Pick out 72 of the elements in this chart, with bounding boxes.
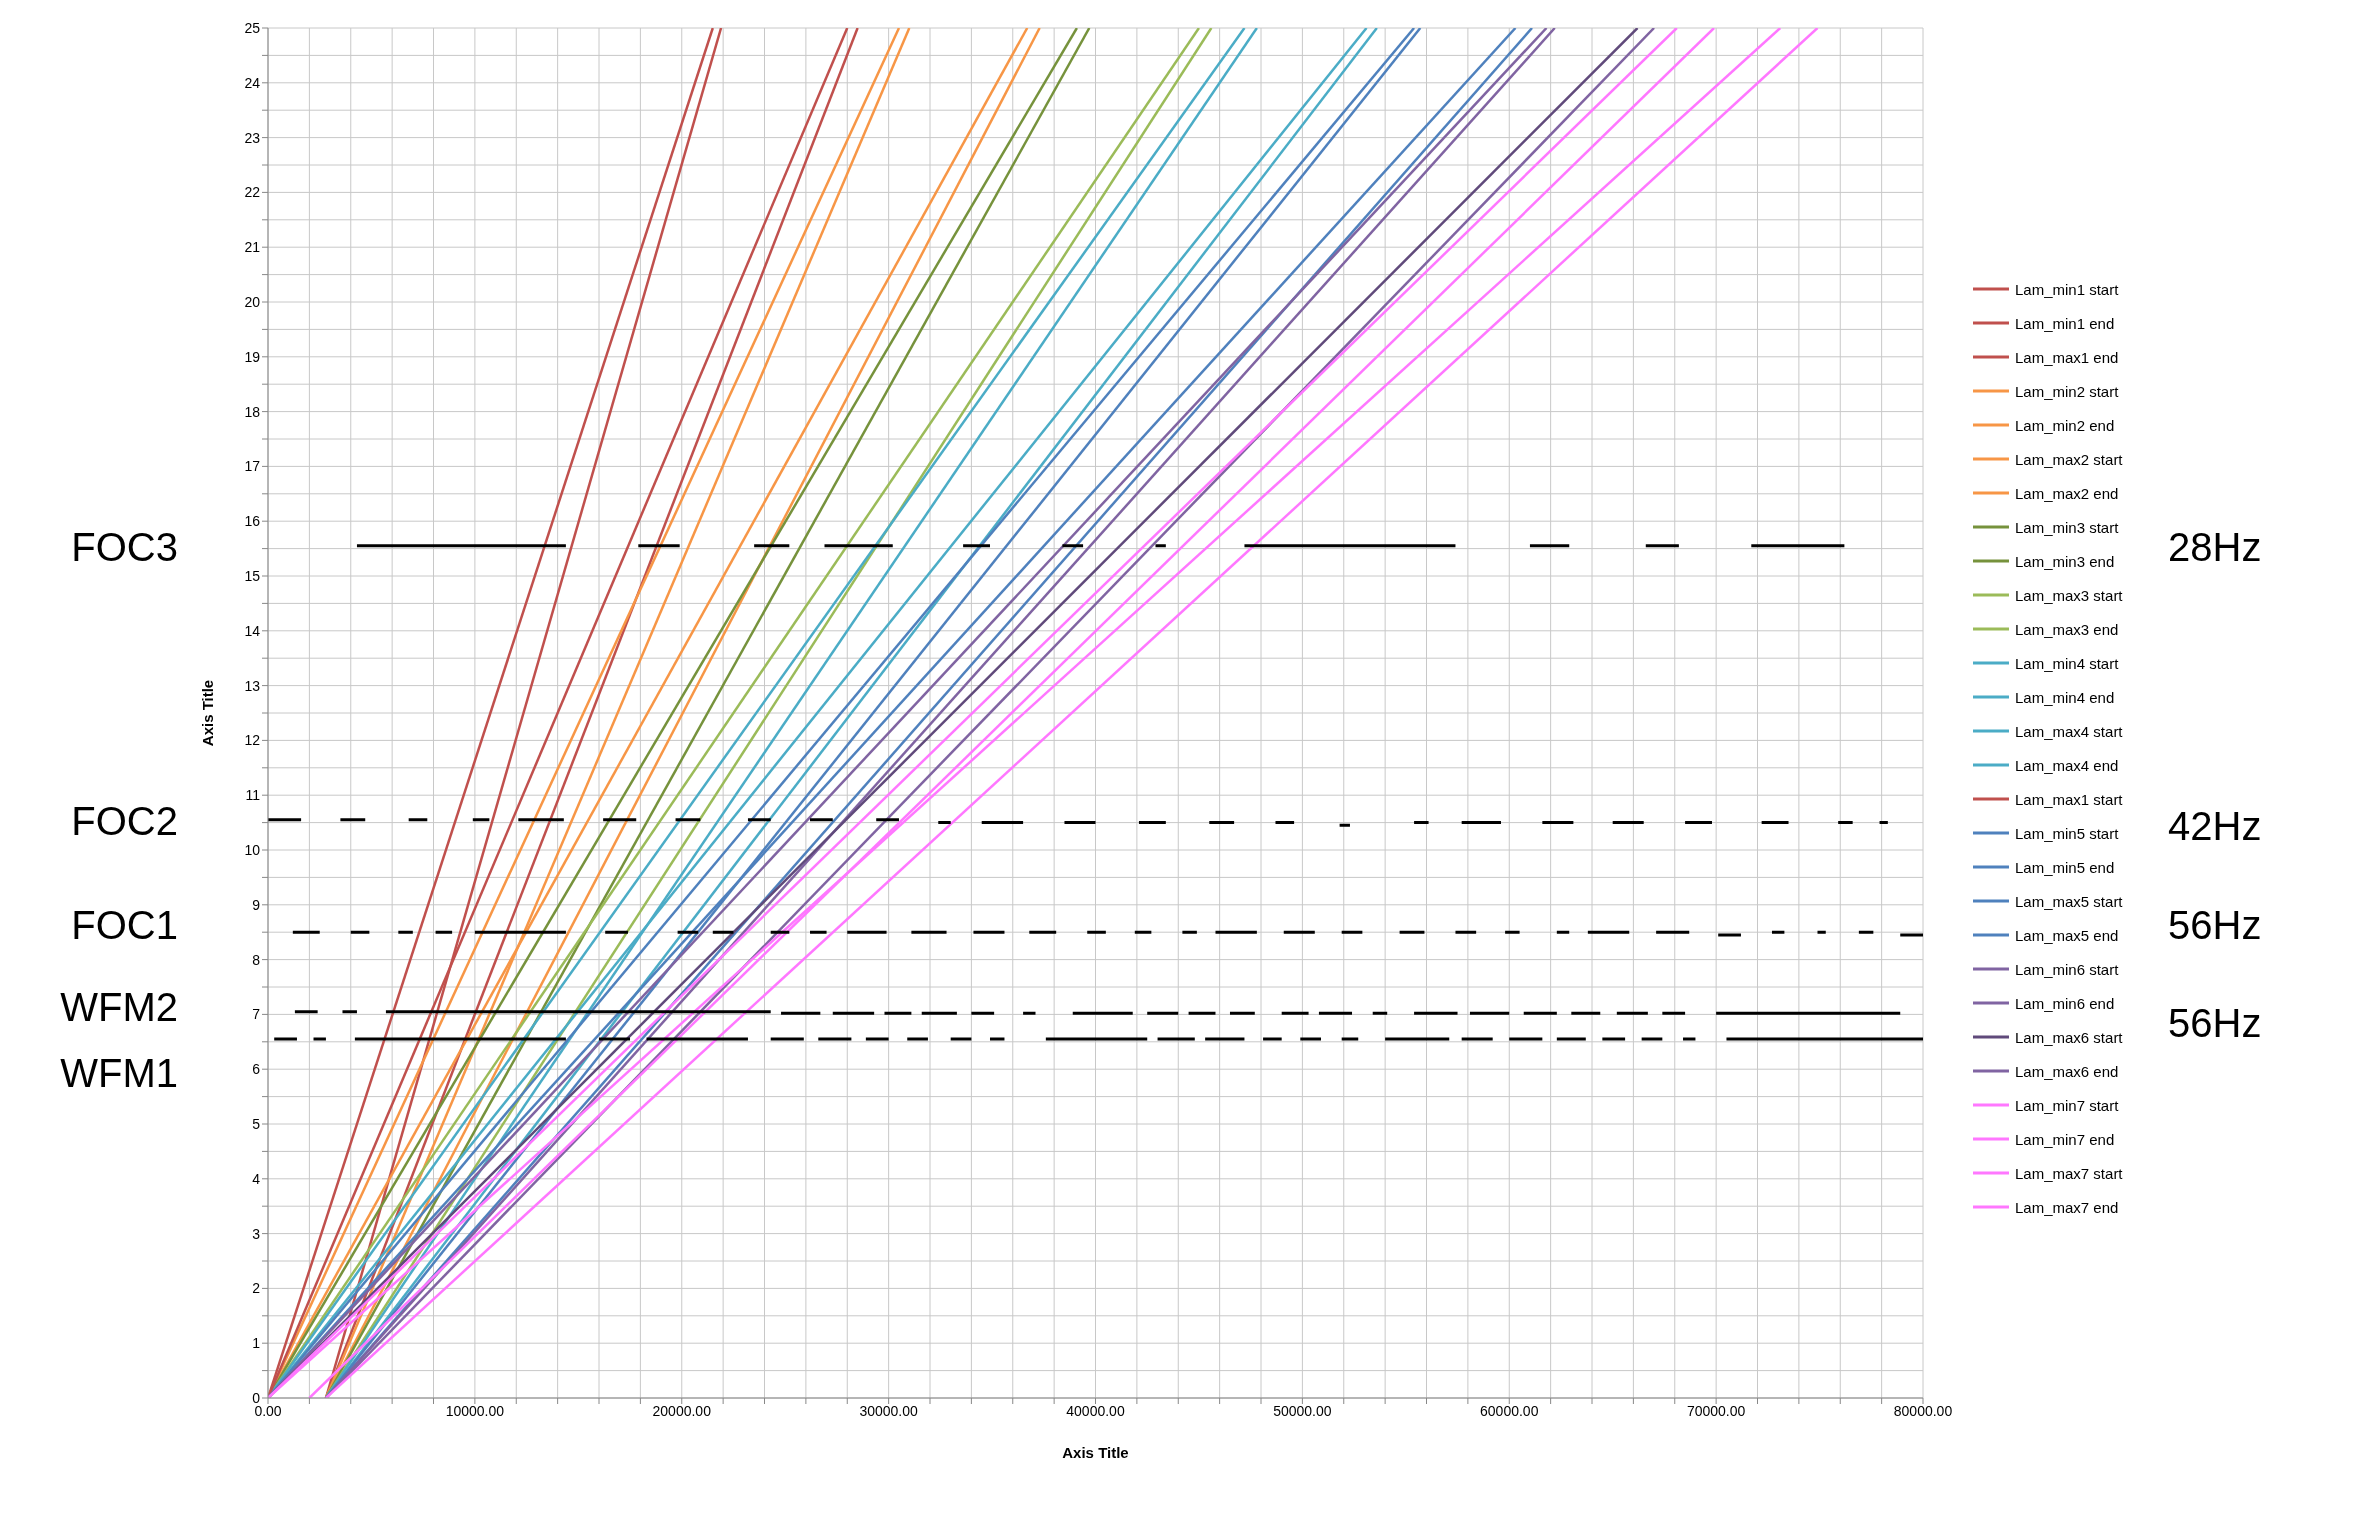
y-tick-label: 1 [252, 1335, 261, 1352]
legend-label: Lam_min5 start [2015, 824, 2119, 842]
x-axis-title: Axis Title [1062, 1444, 1129, 1461]
legend-label: Lam_max3 start [2015, 586, 2123, 604]
y-tick-label: 21 [244, 239, 261, 256]
text: 56Hz [2168, 902, 2262, 948]
x-tick-label: 40000.00 [1066, 1402, 1125, 1419]
text: FOC3 [70, 524, 178, 570]
y-axis-title: Axis Title [199, 679, 217, 747]
y-tick-label: 23 [244, 129, 261, 146]
y-tick-label: 20 [244, 293, 261, 310]
y-tick-label: 3 [252, 1225, 261, 1242]
y-tick-label: 11 [245, 787, 261, 804]
text: FOC2 [70, 798, 178, 844]
legend-label: Lam_max3 end [2015, 620, 2119, 638]
x-tick-label: 30000.00 [859, 1402, 919, 1419]
legend-label: Lam_min5 end [2015, 858, 2115, 876]
text: WFM2 [59, 984, 178, 1030]
legend-label: Lam_min4 start [2015, 654, 2119, 672]
y-tick-label: 4 [252, 1170, 261, 1187]
y-tick-label: 2 [252, 1280, 261, 1297]
legend-label: Lam_min1 end [2015, 314, 2115, 332]
legend-label: Lam_max2 end [2015, 484, 2119, 502]
legend-label: Lam_max1 start [2015, 790, 2123, 808]
legend-label: Lam_min7 end [2015, 1130, 2115, 1148]
legend-label: Lam_max2 start [2015, 450, 2123, 468]
legend-label: Lam_min2 start [2015, 382, 2119, 400]
legend-label: Lam_max5 end [2015, 926, 2119, 944]
y-tick-label: 10 [244, 841, 261, 858]
text: 42Hz [2168, 804, 2262, 850]
legend-label: Lam_max4 end [2015, 756, 2119, 774]
legend-label: Lam_min6 start [2015, 960, 2119, 978]
x-tick-label: 50000.00 [1273, 1402, 1332, 1419]
legend-label: Lam_max7 end [2015, 1198, 2119, 1216]
y-tick-label: 5 [252, 1115, 261, 1132]
legend-label: Lam_max4 start [2015, 722, 2123, 740]
y-tick-label: 22 [244, 184, 261, 201]
y-tick-label: 18 [244, 403, 261, 420]
y-tick-label: 6 [252, 1061, 261, 1078]
text: 56Hz [2168, 1001, 2262, 1047]
text: WFM1 [59, 1050, 178, 1096]
y-tick-label: 7 [252, 1006, 261, 1023]
y-tick-label: 17 [244, 458, 261, 475]
legend-label: Lam_min7 start [2015, 1096, 2119, 1114]
legend-label: Lam_min4 end [2015, 688, 2115, 706]
legend-label: Lam_max7 start [2015, 1164, 2123, 1182]
x-tick-label: 10000.00 [445, 1402, 505, 1419]
y-tick-label: 12 [244, 732, 261, 749]
x-tick-label: 20000.00 [652, 1402, 712, 1419]
y-tick-label: 9 [252, 896, 261, 913]
legend-label: Lam_min2 end [2015, 416, 2115, 434]
y-tick-label: 25 [244, 19, 261, 36]
legend-label: Lam_min6 end [2015, 994, 2115, 1012]
y-tick-label: 15 [244, 567, 261, 584]
x-tick-label: 80000.00 [1893, 1402, 1953, 1419]
legend-label: Lam_max5 start [2015, 892, 2123, 910]
y-tick-label: 14 [244, 622, 261, 639]
legend-label: Lam_min1 start [2015, 280, 2119, 298]
y-tick-label: 13 [244, 677, 261, 694]
legend-label: Lam_max6 start [2015, 1028, 2123, 1046]
y-tick-label: 24 [244, 74, 261, 91]
x-tick-label: 60000.00 [1480, 1402, 1539, 1419]
legend-label: Lam_max6 end [2015, 1062, 2119, 1080]
x-tick-label: 70000.00 [1686, 1402, 1746, 1419]
y-tick-label: 8 [252, 951, 261, 968]
y-tick-label: 16 [244, 513, 261, 530]
y-tick-label: 19 [244, 348, 261, 365]
text: 28Hz [2168, 524, 2262, 570]
legend-label: Lam_min3 start [2015, 518, 2119, 536]
text: FOC1 [70, 902, 178, 948]
legend-label: Lam_max1 end [2015, 348, 2119, 366]
legend-label: Lam_min3 end [2015, 552, 2115, 570]
